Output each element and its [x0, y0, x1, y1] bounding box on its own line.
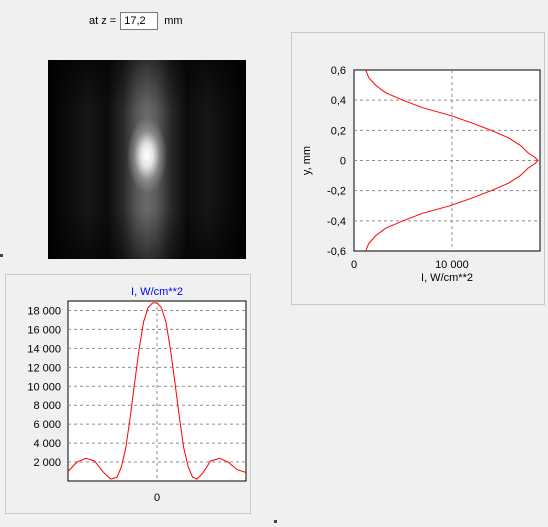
series-line-intensity: [67, 302, 247, 480]
y-tick-label: 14 000: [27, 343, 61, 355]
chart-title: I, W/cm**2: [131, 286, 183, 298]
y-tick-label: 0,6: [331, 65, 346, 77]
y-tick-label: 18 000: [27, 305, 61, 317]
y-tick-label: -0,4: [327, 216, 346, 228]
horizontal-profile-chart: I, W/cm**2 18 000 16 000 14 000 12 000 10 000…: [27, 286, 247, 504]
y-tick-label: -0,6: [327, 246, 346, 258]
beam-fade: [48, 60, 246, 259]
y-tick-label: 0: [340, 156, 346, 168]
x-tick-label: 10 000: [435, 259, 469, 271]
x-tick-label: 0: [154, 492, 160, 504]
y-tick-label: 0,2: [331, 125, 346, 137]
series-line-intensity: [365, 69, 539, 252]
y-tick-label: -0,2: [327, 186, 346, 198]
z-value-input[interactable]: 17,2: [120, 12, 159, 30]
splitter-handle[interactable]: [0, 254, 3, 257]
y-tick-label: 10 000: [27, 381, 61, 393]
y-tick-label: 2 000: [33, 457, 61, 469]
z-unit-label: mm: [164, 15, 183, 27]
beam-intensity-image: [48, 60, 246, 259]
z-label: at z =: [89, 15, 117, 27]
y-axis-label: y, mm: [301, 146, 313, 175]
vertical-profile-panel: 0,6 0,4 0,2 0 -0,2 -0,4 -0,6 0 10 000 I, W/cm**2 y…: [291, 32, 545, 305]
y-tick-label: 6 000: [33, 419, 61, 431]
horizontal-profile-panel: I, W/cm**2 18 000 16 000 14 000 12 000 10 000…: [5, 274, 251, 514]
y-tick-label: 4 000: [33, 438, 61, 450]
y-tick-label: 0,4: [331, 95, 346, 107]
x-tick-label: 0: [351, 259, 357, 271]
y-tick-label: 12 000: [27, 362, 61, 374]
z-position-control: at z = 17,2 mm: [89, 9, 183, 33]
resize-grip[interactable]: [274, 520, 277, 523]
x-axis-label: I, W/cm**2: [421, 272, 473, 284]
y-tick-label: 16 000: [27, 324, 61, 336]
y-tick-label: 8 000: [33, 400, 61, 412]
